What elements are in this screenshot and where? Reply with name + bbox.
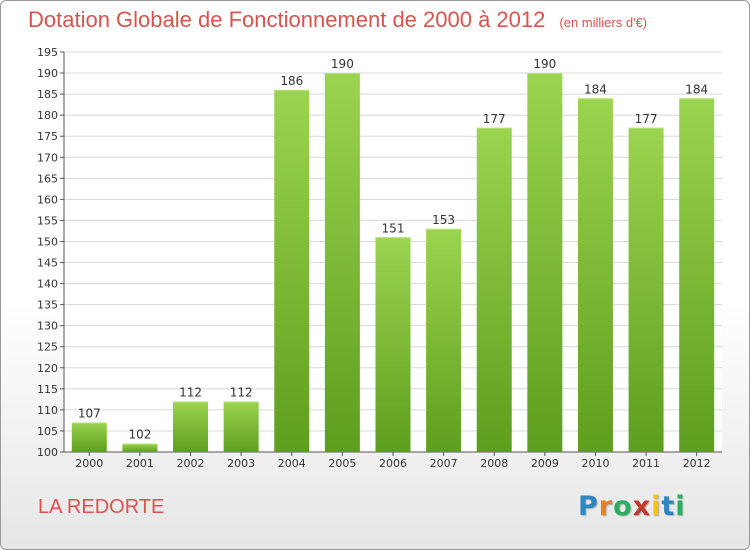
x-tick-label: 2006 [379, 457, 407, 470]
bar-value-label: 153 [432, 213, 455, 227]
x-tick-label: 2009 [531, 457, 559, 470]
bar-value-label: 186 [280, 74, 303, 88]
logo-letter: i [675, 491, 686, 522]
bar-value-label: 184 [584, 82, 607, 96]
y-tick-label: 145 [37, 257, 58, 270]
chart-subtitle: (en milliers d'€) [559, 15, 648, 30]
y-tick-label: 110 [37, 404, 58, 417]
x-tick-label: 2005 [328, 457, 356, 470]
y-tick-label: 155 [37, 214, 58, 227]
bar [324, 73, 360, 452]
logo-letter: x [632, 491, 652, 522]
y-tick-label: 190 [37, 67, 58, 80]
bar [476, 127, 512, 452]
logo-letter: o [613, 491, 633, 522]
bar-value-label: 107 [78, 407, 101, 421]
bar [173, 401, 209, 452]
x-tick-label: 2004 [278, 457, 306, 470]
y-tick-label: 150 [37, 235, 58, 248]
x-tick-label: 2010 [581, 457, 609, 470]
x-tick-label: 2001 [126, 457, 154, 470]
bar-value-label: 151 [382, 221, 405, 235]
y-tick-label: 115 [37, 383, 58, 396]
x-tick-label: 2011 [632, 457, 660, 470]
logo-letter: P [578, 491, 599, 522]
bar-value-label: 112 [230, 385, 253, 399]
x-tick-label: 2003 [227, 457, 255, 470]
logo-letter: t [661, 491, 676, 522]
bar [426, 228, 462, 452]
logo-letter: i [651, 491, 662, 522]
bar-value-label: 177 [635, 112, 658, 126]
bar [679, 98, 715, 452]
y-tick-label: 175 [37, 130, 58, 143]
y-tick-label: 160 [37, 193, 58, 206]
x-tick-label: 2002 [177, 457, 205, 470]
bar [375, 237, 411, 452]
y-tick-label: 105 [37, 425, 58, 438]
y-tick-label: 195 [37, 46, 58, 59]
y-tick-label: 165 [37, 172, 58, 185]
city-name: LA REDORTE [38, 496, 165, 518]
y-tick-label: 170 [37, 151, 58, 164]
bar-value-label: 190 [331, 57, 354, 71]
bar-value-label: 177 [483, 112, 506, 126]
y-tick-label: 125 [37, 341, 58, 354]
bar-value-label: 190 [533, 57, 556, 71]
bar-value-label: 184 [685, 82, 708, 96]
bar [71, 422, 107, 452]
labels: 100 105 110 115 120 125 130 135 140 145 150 155 160 1… [37, 46, 711, 470]
bar-value-label: 112 [179, 385, 202, 399]
y-tick-label: 135 [37, 299, 58, 312]
bar [628, 127, 664, 452]
y-tick-label: 130 [37, 320, 58, 333]
y-tick-label: 185 [37, 88, 58, 101]
bar [527, 73, 563, 452]
bar [577, 98, 613, 452]
x-tick-label: 2007 [430, 457, 458, 470]
y-tick-label: 180 [37, 109, 58, 122]
y-tick-label: 120 [37, 362, 58, 375]
bars [71, 73, 715, 452]
x-tick-label: 2008 [480, 457, 508, 470]
y-tick-label: 100 [37, 446, 58, 459]
y-tick-label: 140 [37, 278, 58, 291]
chart-title-text: Dotation Globale de Fonctionnement de 20… [28, 7, 546, 32]
bar [223, 401, 259, 452]
proxiti-logo: Proxiti [578, 491, 686, 522]
x-tick-label: 2000 [75, 457, 103, 470]
x-tick-label: 2012 [683, 457, 711, 470]
bar [274, 89, 310, 452]
bar-value-label: 102 [128, 428, 151, 442]
chart-title: Dotation Globale de Fonctionnement de 20… [28, 7, 647, 33]
logo-letter: r [598, 491, 614, 522]
bar [122, 443, 158, 452]
